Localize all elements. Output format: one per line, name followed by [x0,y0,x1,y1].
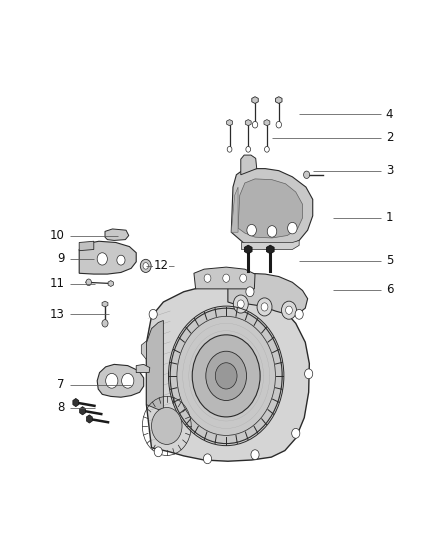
Polygon shape [97,365,144,397]
Polygon shape [264,119,270,126]
Circle shape [237,300,244,308]
Circle shape [140,260,151,272]
Polygon shape [73,399,79,407]
Polygon shape [245,119,251,126]
Polygon shape [228,273,307,314]
Text: 4: 4 [386,108,393,120]
Circle shape [223,274,230,282]
Circle shape [295,309,303,319]
Polygon shape [276,96,282,103]
Circle shape [240,274,247,282]
Polygon shape [252,96,258,103]
Polygon shape [141,341,146,359]
Text: 3: 3 [386,164,393,177]
Text: 5: 5 [386,254,393,268]
Circle shape [276,122,282,128]
Circle shape [246,287,254,297]
Circle shape [206,351,247,400]
Circle shape [152,407,182,445]
Circle shape [292,429,300,438]
Polygon shape [79,241,136,274]
Circle shape [215,363,237,389]
Text: 7: 7 [57,378,65,391]
Polygon shape [79,241,94,251]
Circle shape [251,450,259,459]
Circle shape [170,308,282,443]
Text: 9: 9 [57,253,65,265]
Polygon shape [86,415,92,423]
Text: 11: 11 [50,277,65,290]
Polygon shape [231,168,313,249]
Circle shape [286,306,293,314]
Circle shape [203,454,212,464]
Circle shape [97,253,107,265]
Text: 8: 8 [57,401,65,414]
Circle shape [86,279,92,286]
Circle shape [252,122,258,128]
Polygon shape [266,245,274,254]
Polygon shape [244,245,252,254]
Circle shape [247,224,256,236]
Polygon shape [231,187,238,232]
Polygon shape [105,229,129,240]
Polygon shape [80,407,85,415]
Circle shape [154,447,162,457]
Text: 6: 6 [386,283,393,296]
Text: 2: 2 [386,131,393,144]
Circle shape [233,295,248,313]
Circle shape [227,147,232,152]
Polygon shape [238,179,303,238]
Circle shape [102,320,108,327]
Polygon shape [241,155,257,175]
Text: 13: 13 [50,308,65,321]
Circle shape [149,309,157,319]
Circle shape [304,369,313,379]
Circle shape [261,303,268,311]
Circle shape [143,263,148,269]
Polygon shape [136,365,150,373]
Circle shape [288,222,297,234]
Text: 12: 12 [153,260,169,272]
Circle shape [304,171,310,179]
Circle shape [122,374,134,388]
Polygon shape [194,267,255,289]
Circle shape [267,225,277,237]
Polygon shape [146,286,309,461]
Polygon shape [102,301,108,307]
Circle shape [257,298,272,316]
Polygon shape [108,280,113,286]
Text: 10: 10 [50,229,65,242]
Circle shape [106,374,118,388]
Circle shape [204,274,211,282]
Polygon shape [241,240,299,249]
Circle shape [192,335,260,417]
Text: 1: 1 [386,212,393,224]
Circle shape [265,147,269,152]
Circle shape [246,147,251,152]
Circle shape [282,301,297,319]
Polygon shape [146,320,163,409]
Circle shape [117,255,125,265]
Polygon shape [226,119,233,126]
